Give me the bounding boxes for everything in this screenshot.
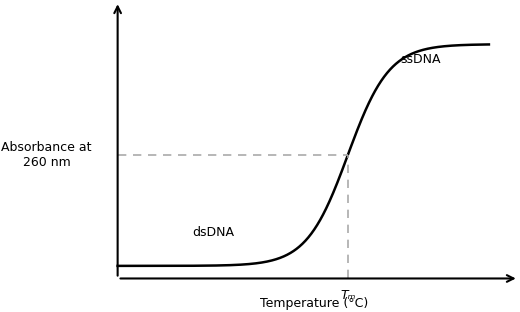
Text: Temperature (°C): Temperature (°C) <box>261 297 369 310</box>
Text: Tₘ: Tₘ <box>340 289 356 302</box>
Text: ssDNA: ssDNA <box>400 53 440 66</box>
Text: dsDNA: dsDNA <box>192 227 234 239</box>
Text: Absorbance at
260 nm: Absorbance at 260 nm <box>1 141 92 169</box>
